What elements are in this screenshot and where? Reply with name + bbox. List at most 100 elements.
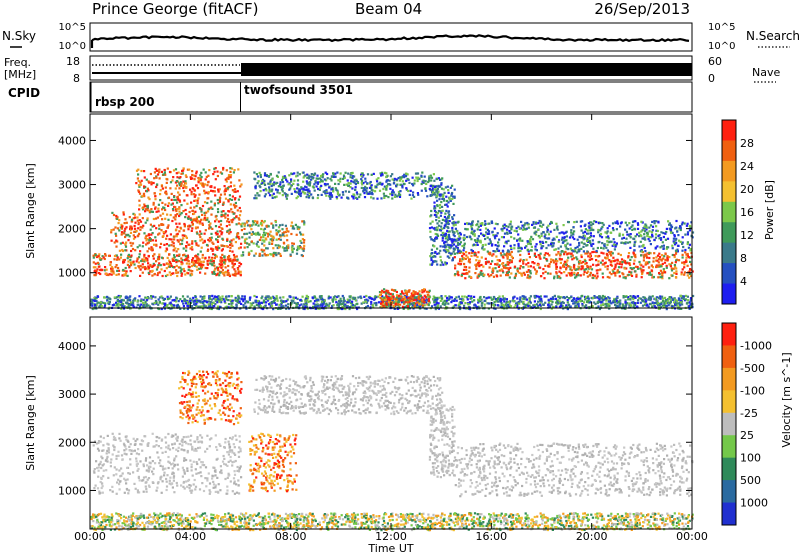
scatter-cell	[142, 192, 146, 195]
scatter-cell	[541, 303, 544, 306]
scatter-cell	[536, 305, 540, 308]
scatter-cell	[186, 307, 189, 311]
scatter-cell	[589, 265, 592, 268]
scatter-cell	[539, 257, 542, 260]
scatter-cell	[442, 234, 445, 238]
scatter-cell	[509, 231, 512, 234]
scatter-cell	[245, 237, 248, 240]
scatter-cell	[539, 220, 542, 223]
scatter-cell	[241, 295, 244, 298]
scatter-cell	[469, 236, 472, 239]
scatter-cell	[301, 220, 304, 223]
scatter-cell	[661, 304, 664, 307]
scatter-cell	[176, 254, 179, 257]
scatter-cell	[613, 272, 616, 275]
scatter-cell	[477, 251, 480, 254]
scatter-cell	[196, 187, 200, 190]
scatter-cell	[211, 271, 214, 274]
scatter-cell	[256, 175, 260, 178]
scatter-cell	[90, 300, 93, 303]
scatter-cell	[197, 244, 200, 247]
scatter-cell	[461, 257, 464, 260]
scatter-cell	[451, 217, 454, 220]
scatter-cell	[659, 246, 662, 249]
scatter-cell	[657, 220, 660, 223]
scatter-cell	[199, 295, 202, 298]
scatter-cell	[565, 261, 568, 264]
scatter-cell	[470, 254, 473, 257]
scatter-cell	[658, 255, 662, 258]
scatter-cell	[201, 204, 205, 208]
scatter-cell	[162, 235, 165, 238]
scatter-cell	[452, 247, 455, 250]
scatter-cell	[229, 243, 232, 246]
scatter-cell	[666, 237, 670, 240]
scatter-cell	[372, 305, 375, 308]
scatter-cell	[268, 186, 271, 189]
scatter-cell	[662, 247, 665, 250]
scatter-cell	[268, 233, 271, 236]
scatter-cell	[451, 231, 454, 234]
scatter-cell	[209, 185, 212, 188]
scatter-cell	[533, 254, 536, 257]
scatter-cell	[603, 245, 606, 248]
scatter-cell	[226, 230, 229, 233]
scatter-cell	[124, 227, 127, 230]
scatter-cell	[499, 297, 502, 300]
scatter-cell	[629, 246, 632, 249]
scatter-cell	[561, 250, 564, 253]
scatter-cell	[447, 222, 450, 226]
scatter-cell	[603, 295, 606, 298]
scatter-cell	[511, 225, 514, 228]
scatter-cell	[559, 277, 562, 280]
scatter-cell	[436, 263, 439, 266]
scatter-cell	[216, 267, 220, 270]
scatter-cell	[453, 297, 457, 301]
scatter-cell	[300, 186, 303, 189]
scatter-cell	[486, 250, 489, 253]
scatter-cell	[480, 263, 483, 267]
scatter-cell	[231, 189, 234, 192]
scatter-cell	[622, 236, 625, 239]
scatter-cell	[599, 221, 602, 224]
scatter-cell	[520, 273, 523, 276]
scatter-cell	[471, 223, 474, 227]
scatter-cell	[238, 179, 241, 182]
scatter-cell	[250, 233, 253, 236]
scatter-cell	[210, 259, 213, 262]
scatter-cell	[618, 270, 621, 274]
scatter-cell	[452, 305, 455, 308]
scatter-cell	[484, 222, 487, 225]
scatter-cell	[204, 272, 207, 275]
scatter-cell	[105, 272, 108, 275]
scatter-cell	[246, 224, 250, 227]
scatter-cell	[178, 222, 181, 225]
scatter-cell	[130, 261, 133, 264]
scatter-cell	[671, 253, 674, 257]
scatter-cell	[545, 246, 548, 250]
scatter-cell	[283, 247, 286, 250]
scatter-cell	[143, 170, 146, 173]
scatter-cell	[611, 252, 614, 255]
scatter-cell	[431, 252, 434, 255]
scatter-cell	[586, 270, 590, 273]
scatter-cell	[417, 176, 420, 179]
scatter-cell	[458, 297, 461, 300]
scatter-cell	[119, 295, 122, 298]
scatter-cell	[94, 274, 97, 277]
scatter-cell	[654, 233, 658, 236]
scatter-cell	[270, 190, 273, 193]
nsky-label: N.Sky	[2, 29, 36, 43]
scatter-cell	[466, 222, 469, 225]
scatter-cell	[178, 254, 181, 257]
scatter-cell	[584, 223, 587, 226]
scatter-cell	[370, 303, 373, 306]
scatter-cell	[296, 187, 299, 190]
scatter-cell	[197, 258, 200, 261]
scatter-cell	[535, 270, 538, 273]
scatter-cell	[561, 231, 564, 234]
scatter-cell	[614, 266, 617, 269]
scatter-cell	[214, 178, 217, 181]
scatter-cell	[597, 260, 600, 263]
scatter-cell	[648, 226, 651, 229]
